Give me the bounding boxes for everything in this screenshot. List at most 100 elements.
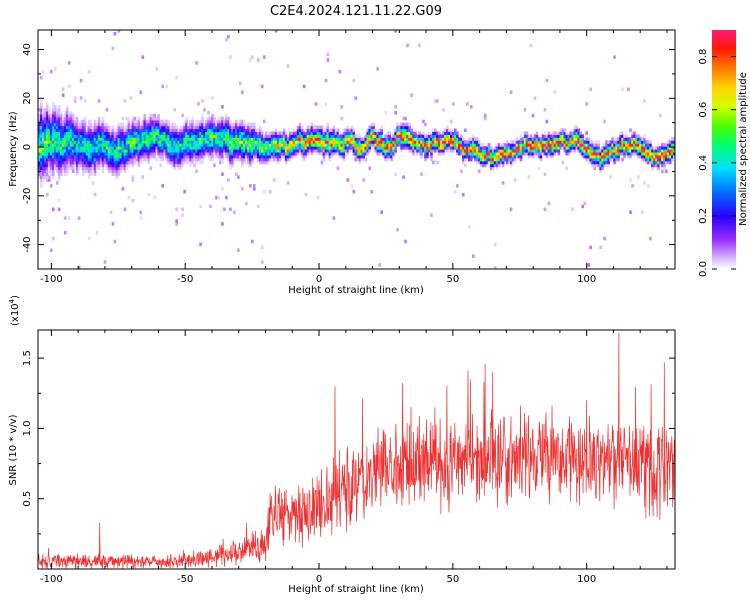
- heatmap-cell: [495, 154, 499, 159]
- heatmap-cell: [97, 163, 101, 168]
- heatmap-cell: [201, 119, 204, 124]
- heatmap-cell: [135, 119, 139, 124]
- heatmap-cell: [117, 128, 121, 133]
- heatmap-cell: [199, 128, 202, 133]
- heatmap-cell: [587, 146, 590, 150]
- heatmap-cell: [45, 102, 49, 106]
- heatmap-cell: [187, 143, 190, 147]
- heatmap-cell: [571, 134, 575, 138]
- heatmap-cell: [61, 93, 65, 97]
- heatmap-cell: [589, 245, 592, 250]
- heatmap-cell: [239, 131, 242, 135]
- heatmap-cell: [280, 143, 284, 147]
- heatmap-cell: [131, 134, 135, 138]
- heatmap-cell: [161, 149, 165, 153]
- heatmap-cell: [589, 160, 592, 165]
- heatmap-cell: [507, 146, 511, 150]
- heatmap-cell: [59, 169, 63, 174]
- heatmap-cell: [432, 146, 435, 150]
- heatmap-cell: [673, 154, 675, 159]
- heatmap-cell: [211, 131, 214, 135]
- heatmap-cell: [73, 96, 77, 100]
- heatmap-cell: [199, 204, 202, 209]
- heatmap-cell: [87, 140, 91, 144]
- heatmap-cell: [396, 137, 399, 141]
- heatmap-cell: [233, 143, 236, 147]
- heatmap-cell: [39, 143, 43, 147]
- heatmap-cell: [177, 166, 180, 171]
- heatmap-cell: [591, 146, 594, 150]
- heatmap-cell: [290, 131, 294, 135]
- heatmap-cell: [61, 122, 65, 127]
- heatmap-cell: [595, 157, 598, 162]
- heatmap-cell: [543, 143, 547, 147]
- heatmap-cell: [151, 119, 155, 124]
- heatmap-cell: [527, 140, 531, 144]
- heatmap-cell: [153, 143, 157, 147]
- heatmap-cell: [139, 157, 143, 162]
- heatmap-cell: [201, 122, 204, 127]
- heatmap-cell: [205, 143, 208, 147]
- heatmap-cell: [65, 169, 69, 174]
- heatmap-cell: [91, 125, 95, 130]
- heatmap-cell: [167, 160, 170, 165]
- heatmap-cell: [201, 116, 204, 121]
- heatmap-cell: [77, 157, 81, 162]
- heatmap-cell: [133, 157, 137, 162]
- heatmap-cell: [609, 157, 612, 162]
- heatmap-cell: [563, 137, 567, 141]
- heatmap-cell: [223, 131, 226, 135]
- heatmap-cell: [663, 166, 666, 171]
- heatmap-cell: [402, 137, 405, 141]
- heatmap-cell: [159, 146, 163, 150]
- heatmap-cell: [567, 134, 571, 138]
- heatmap-cell: [185, 137, 188, 141]
- heatmap-cell: [197, 140, 200, 144]
- heatmap-cell: [252, 154, 256, 159]
- heatmap-cell: [623, 146, 626, 150]
- heatmap-cell: [368, 125, 372, 130]
- heatmap-cell: [462, 157, 465, 162]
- heatmap-cell: [75, 128, 79, 133]
- heatmap-cell: [53, 122, 57, 127]
- heatmap-cell: [587, 151, 590, 156]
- heatmap-cell: [647, 154, 650, 159]
- heatmap-cell: [109, 151, 113, 156]
- heatmap-cell: [161, 137, 165, 141]
- heatmap-cell: [336, 140, 340, 144]
- heatmap-cell: [215, 134, 218, 138]
- heatmap-cell: [225, 131, 228, 135]
- heatmap-cell: [97, 131, 101, 135]
- heatmap-cell: [264, 143, 268, 147]
- heatmap-cell: [575, 128, 579, 133]
- heatmap-cell: [45, 131, 49, 135]
- heatmap-cell: [195, 151, 198, 156]
- heatmap-cell: [346, 143, 350, 147]
- heatmap-cell: [483, 163, 487, 168]
- heatmap-cell: [515, 146, 519, 150]
- heatmap-cell: [647, 160, 650, 165]
- heatmap-cell: [61, 166, 65, 171]
- heatmap-cell: [139, 140, 143, 144]
- heatmap-cell: [268, 134, 272, 138]
- heatmap-cell: [601, 157, 604, 162]
- heatmap-cell: [430, 140, 433, 144]
- heatmap-cell: [314, 146, 318, 150]
- heatmap-cell: [145, 128, 149, 133]
- heatmap-cell: [95, 230, 99, 235]
- heatmap-cell: [541, 134, 545, 138]
- heatmap-cell: [225, 195, 228, 200]
- heatmap-cell: [643, 181, 646, 185]
- heatmap-cell: [85, 151, 89, 156]
- heatmap-cell: [408, 137, 411, 141]
- heatmap-cell: [47, 151, 51, 156]
- heatmap-cell: [258, 125, 262, 130]
- heatmap-cell: [322, 131, 326, 135]
- heatmap-cell: [549, 151, 553, 156]
- heatmap-cell: [619, 140, 622, 144]
- heatmap-cell: [294, 137, 298, 141]
- heatmap-cell: [89, 128, 93, 133]
- heatmap-cell: [651, 157, 654, 162]
- heatmap-cell: [213, 163, 216, 168]
- heatmap-cell: [199, 134, 202, 138]
